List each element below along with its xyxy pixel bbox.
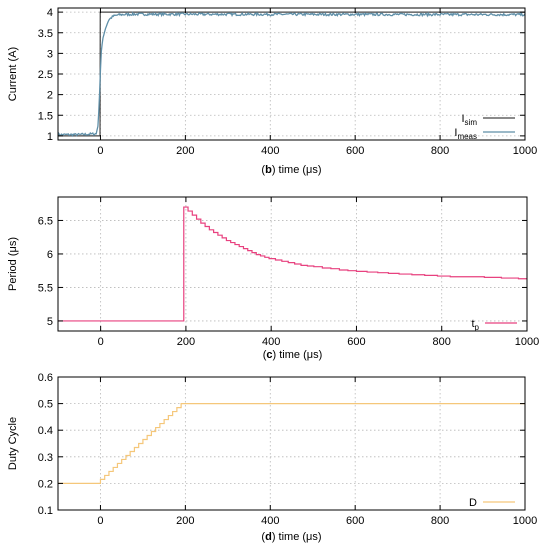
x-tick-label: 600 xyxy=(346,145,364,157)
y-tick-label: 0.1 xyxy=(38,505,53,517)
plot-frame xyxy=(57,196,528,332)
x-tick-label: 200 xyxy=(176,145,194,157)
panel-letter-bold: d xyxy=(265,531,272,543)
x-axis-label-text: ) time (μs) xyxy=(272,164,322,176)
series-line-tp xyxy=(58,206,527,322)
x-tick-label: 1000 xyxy=(513,515,537,527)
x-tick-label: 200 xyxy=(177,336,195,348)
y-tick-label: 1.5 xyxy=(38,110,53,122)
y-tick-label: 6 xyxy=(47,249,53,261)
legend-label-main: D xyxy=(469,497,477,509)
legend-label-main: t xyxy=(471,318,474,330)
y-tick-label: 0.2 xyxy=(38,478,53,490)
legend-label-sub: sim xyxy=(465,118,478,127)
x-tick-label: 800 xyxy=(433,336,451,348)
y-tick-label: 0.3 xyxy=(38,452,53,464)
series-line-d xyxy=(58,403,525,484)
x-axis-label-text: ) time (μs) xyxy=(272,531,322,543)
y-tick-label: 5 xyxy=(47,316,53,328)
legend-label-main: I xyxy=(461,113,464,125)
panel-letter-bold: c xyxy=(266,349,272,361)
x-tick-label: 800 xyxy=(431,145,449,157)
x-axis-label: (c) time (μs) xyxy=(263,349,323,361)
y-axis-label: Duty Cycle xyxy=(7,417,19,470)
series-line-imeas xyxy=(57,11,526,138)
legend-label: tp xyxy=(471,318,479,332)
x-tick-label: 400 xyxy=(261,515,279,527)
y-tick-label: 3 xyxy=(47,48,53,60)
chart-panel-c: 0 200 400 600 800 1000 5 5.5 6 6.5 Period (μs) (c) … xyxy=(7,196,539,361)
legend-label-sub: p xyxy=(475,323,480,332)
panel-letter: ( xyxy=(261,164,265,176)
y-tick-label: 1 xyxy=(47,131,53,143)
y-tick-label: 0.4 xyxy=(38,425,53,437)
x-tick-label: 600 xyxy=(346,515,364,527)
x-axis-label-text: ) time (μs) xyxy=(273,349,323,361)
x-tick-label: 0 xyxy=(97,145,103,157)
y-tick-label: 4 xyxy=(47,7,53,19)
x-tick-label: 1000 xyxy=(515,336,539,348)
panel-letter: ( xyxy=(261,531,265,543)
y-tick-label: 3.5 xyxy=(38,28,53,40)
x-tick-label: 0 xyxy=(98,336,104,348)
x-tick-label: 200 xyxy=(176,515,194,527)
panel-letter: ( xyxy=(263,349,267,361)
x-tick-label: 1000 xyxy=(513,145,537,157)
x-axis-label: (d) time (μs) xyxy=(261,531,321,543)
legend-label: D xyxy=(469,497,477,509)
legend-label: Isim xyxy=(461,113,477,127)
legend-label-main: I xyxy=(454,127,457,139)
x-tick-label: 0 xyxy=(97,515,103,527)
y-tick-label: 6.5 xyxy=(38,215,53,227)
x-tick-label: 600 xyxy=(347,336,365,348)
x-tick-label: 400 xyxy=(262,336,280,348)
chart-panel-b: 0 200 400 600 800 1000 1 1.5 2 2.5 3 3.5 4 Current (A… xyxy=(7,7,537,176)
y-axis-label: Current (A) xyxy=(7,47,19,101)
x-tick-label: 800 xyxy=(431,515,449,527)
y-tick-label: 2.5 xyxy=(38,69,53,81)
legend-label: Imeas xyxy=(454,127,477,141)
y-axis-label: Period (μs) xyxy=(7,237,19,291)
legend-label-sub: meas xyxy=(457,132,477,141)
y-tick-label: 5.5 xyxy=(38,282,53,294)
y-tick-label: 0.5 xyxy=(38,399,53,411)
y-tick-label: 0.6 xyxy=(38,372,53,384)
plot-frame xyxy=(57,376,526,511)
x-axis-label: (b) time (μs) xyxy=(261,164,321,176)
chart-panel-d: 0 200 400 600 800 1000 0.1 0.2 0.3 0.4 0.5 0.6 Duty … xyxy=(7,372,537,543)
panel-letter-bold: b xyxy=(265,164,272,176)
y-tick-label: 2 xyxy=(47,90,53,102)
x-tick-label: 400 xyxy=(261,145,279,157)
